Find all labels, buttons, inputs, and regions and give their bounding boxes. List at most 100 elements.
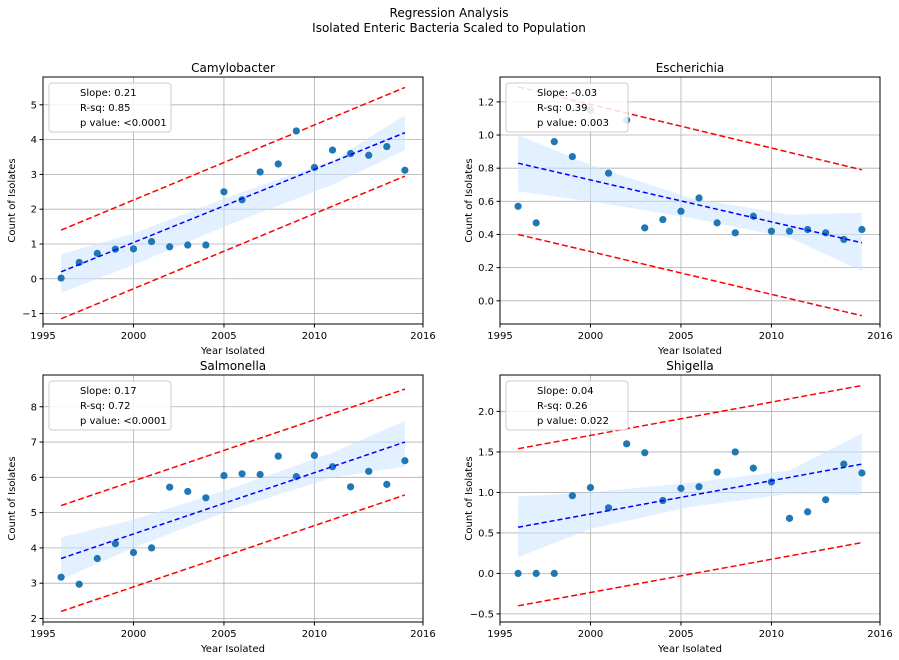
legend-entry: p value: 0.022 [537, 416, 609, 427]
prediction-band-lower [60, 175, 406, 320]
data-point [256, 470, 264, 479]
data-point [659, 215, 667, 224]
series-group [514, 86, 866, 317]
legend: Slope: 0.04 R-sq: 0.26 p value: 0.022 [505, 380, 629, 431]
x-tick-label: 2010 [759, 331, 784, 342]
y-axis-label: Count of Isolates [7, 456, 18, 540]
data-point [184, 241, 192, 249]
y-tick-label: 1.2 [478, 97, 494, 108]
data-point [129, 245, 138, 253]
x-tick-label: 2016 [867, 331, 892, 342]
y-axis-label: Count of Isolates [7, 158, 18, 242]
legend-entry: p value: <0.0001 [80, 416, 167, 427]
legend-entry: R-sq: 0.72 [80, 401, 131, 412]
data-point [57, 573, 65, 581]
data-point [858, 469, 866, 477]
data-point [184, 487, 192, 496]
x-tick-label: 1995 [487, 331, 512, 342]
panel-camylobacter: 1995 2000 2005 2010 2016 −1 0 1 2 3 4 5 Camylobacter… [7, 61, 436, 357]
data-point [75, 258, 83, 267]
x-tick-label: 2000 [578, 331, 603, 342]
confidence-band [518, 433, 862, 558]
legend-entry: R-sq: 0.85 [80, 103, 131, 114]
panel-shigella: 1995 2000 2005 2010 2016 −0.5 0.0 0.5 1.0 1.5 2.0 S… [464, 359, 893, 655]
data-point [858, 225, 866, 234]
x-tick-label: 2005 [211, 331, 236, 342]
legend-entry: R-sq: 0.26 [537, 401, 588, 412]
y-tick-label: 3 [31, 579, 37, 590]
legend: Slope: 0.17 R-sq: 0.72 p value: <0.0001 [48, 380, 172, 431]
data-point [111, 540, 119, 548]
y-tick-label: 3 [31, 170, 37, 181]
data-point [749, 464, 757, 472]
data-point [731, 229, 739, 237]
y-tick-label: 0.0 [478, 296, 494, 307]
data-point [767, 478, 776, 486]
figure-suptitle-line1: Regression Analysis [390, 6, 509, 20]
data-point [129, 548, 138, 557]
legend-entry: Slope: 0.17 [80, 386, 137, 397]
y-tick-label: 0.4 [478, 230, 494, 241]
data-point [532, 219, 540, 227]
legend-entry: Slope: 0.04 [537, 386, 594, 397]
data-point [822, 496, 830, 504]
y-axis-label: Count of Isolates [464, 158, 475, 242]
prediction-band-upper [60, 388, 406, 507]
y-tick-label: 4 [31, 543, 37, 554]
x-tick-label: 2010 [759, 629, 784, 640]
data-point [840, 460, 848, 468]
data-point [604, 504, 613, 512]
data-point [550, 138, 558, 146]
data-point [292, 127, 300, 135]
panel-title: Shigella [666, 359, 714, 373]
legend-entry: p value: 0.003 [537, 118, 609, 129]
fit-line [517, 162, 863, 244]
y-tick-label: 0.8 [478, 164, 494, 175]
figure-suptitle-line2: Isolated Enteric Bacteria Scaled to Popu… [312, 21, 586, 35]
y-tick-label: 2 [31, 205, 37, 216]
data-point [532, 569, 540, 578]
data-point [568, 492, 576, 500]
axes-frame [499, 76, 881, 325]
data-point [383, 142, 391, 151]
y-tick-label: 4 [31, 135, 37, 146]
data-point [514, 569, 522, 578]
legend-box [505, 380, 629, 431]
data-point [93, 249, 101, 257]
y-tick-label: 5 [31, 100, 37, 111]
data-point [586, 483, 595, 492]
data-point [75, 580, 83, 588]
legend-entry: p value: <0.0001 [80, 118, 167, 129]
x-tick-label: 1995 [487, 629, 512, 640]
x-tick-label: 2016 [410, 629, 435, 640]
panel-title: Salmonella [200, 359, 266, 373]
series-group [57, 388, 409, 613]
x-tick-label: 1995 [30, 331, 55, 342]
data-point [568, 152, 576, 161]
x-tick-label: 1995 [30, 629, 55, 640]
data-point [274, 160, 282, 168]
data-point [383, 480, 391, 488]
prediction-band-upper [517, 384, 863, 450]
y-tick-label: 1.0 [478, 488, 494, 499]
y-tick-label: 5 [31, 508, 37, 519]
data-point [256, 168, 264, 176]
data-point [785, 227, 794, 235]
confidence-band [61, 115, 405, 293]
x-tick-label: 2016 [410, 331, 435, 342]
data-point [347, 149, 355, 158]
data-point [166, 483, 174, 491]
prediction-band-upper [60, 86, 406, 231]
series-group [514, 384, 866, 607]
data-point [238, 470, 246, 478]
data-point [166, 243, 174, 251]
data-point [328, 146, 337, 154]
x-axis-label: Year Isolated [657, 346, 722, 357]
x-tick-label: 2010 [302, 331, 327, 342]
x-axis-label: Year Isolated [200, 346, 265, 357]
panel-title: Escherichia [656, 61, 725, 75]
data-point [202, 494, 210, 502]
data-point [623, 440, 631, 448]
data-point [677, 207, 685, 215]
